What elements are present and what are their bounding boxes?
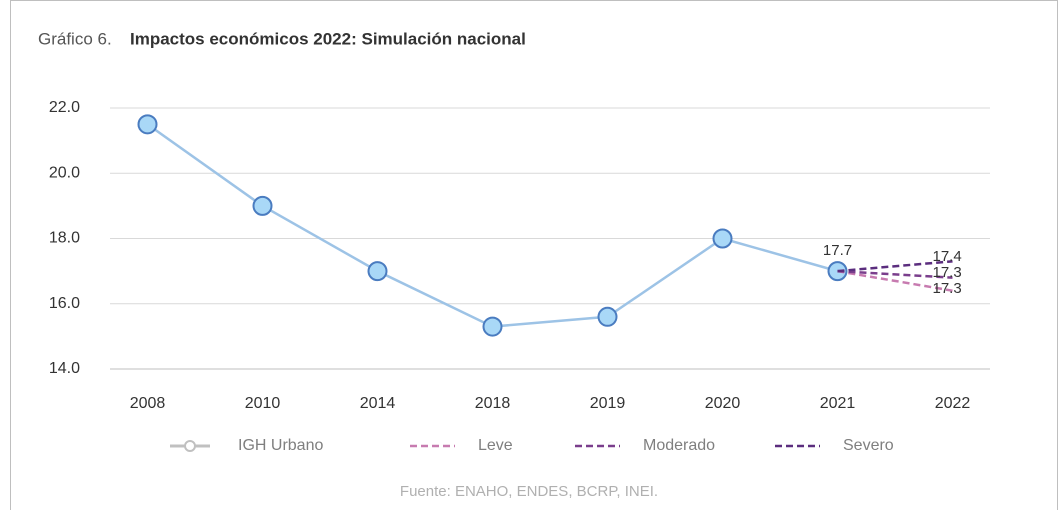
data-point	[712, 228, 733, 249]
x-tick-label: 2010	[245, 395, 281, 412]
x-tick-label: 2008	[130, 395, 166, 412]
legend-swatch	[184, 440, 196, 452]
y-tick-label: 22.0	[49, 99, 80, 116]
x-tick-label: 2014	[360, 395, 396, 412]
annotation: 17.7	[823, 242, 852, 259]
y-tick-label: 18.0	[49, 230, 80, 247]
chart-frame	[10, 0, 1058, 510]
y-tick-label: 20.0	[49, 164, 80, 181]
x-tick-label: 2019	[590, 395, 626, 412]
legend-label: Severo	[843, 437, 894, 454]
chart-title: Impactos económicos 2022: Simulación nac…	[130, 29, 526, 48]
x-tick-label: 2021	[820, 395, 856, 412]
y-tick-label: 16.0	[49, 295, 80, 312]
annotation: 17.3	[933, 264, 962, 281]
chart-label: Gráfico 6.	[38, 29, 112, 48]
annotation: 17.4	[933, 248, 962, 265]
legend-label: IGH Urbano	[238, 437, 323, 454]
x-tick-label: 2022	[935, 395, 971, 412]
data-point	[482, 316, 503, 337]
annotation: 17.3	[933, 280, 962, 297]
series-line	[837, 269, 953, 279]
legend-label: Leve	[478, 437, 513, 454]
series-line	[837, 260, 953, 273]
x-tick-label: 2018	[475, 395, 511, 412]
series-line	[837, 269, 953, 292]
source-note: Fuente: ENAHO, ENDES, BCRP, INEI.	[400, 483, 658, 500]
legend-label: Moderado	[643, 437, 715, 454]
data-point	[137, 114, 158, 135]
data-point	[252, 195, 273, 216]
data-point	[367, 261, 388, 282]
x-tick-label: 2020	[705, 395, 741, 412]
y-tick-label: 14.0	[49, 360, 80, 377]
data-point	[597, 306, 618, 327]
